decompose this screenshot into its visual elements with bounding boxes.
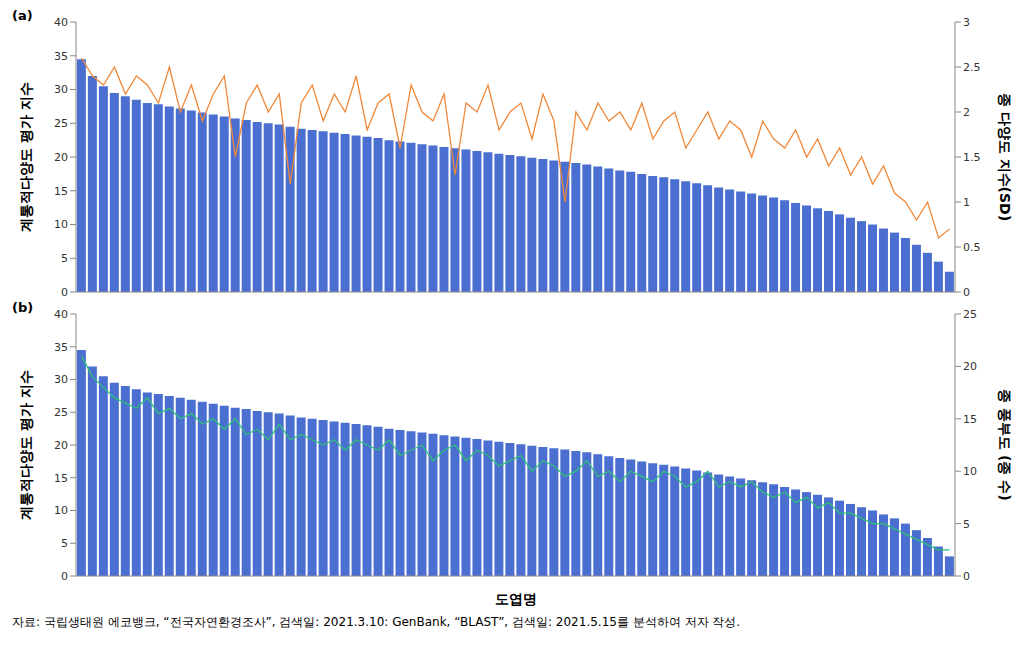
svg-text:1.5: 1.5 bbox=[963, 151, 981, 164]
svg-text:2.5: 2.5 bbox=[963, 61, 981, 74]
svg-text:40: 40 bbox=[54, 308, 68, 321]
svg-text:3: 3 bbox=[963, 16, 970, 29]
svg-text:25: 25 bbox=[54, 406, 68, 419]
svg-text:계통적다양도 평가 지수: 계통적다양도 평가 지수 bbox=[18, 370, 34, 520]
svg-text:2: 2 bbox=[963, 106, 970, 119]
svg-text:5: 5 bbox=[61, 252, 68, 265]
svg-text:종 풍부도 (종 수): 종 풍부도 (종 수) bbox=[997, 389, 1013, 500]
svg-text:0.5: 0.5 bbox=[963, 241, 981, 254]
svg-text:0: 0 bbox=[963, 286, 970, 299]
svg-text:20: 20 bbox=[54, 151, 68, 164]
svg-text:10: 10 bbox=[963, 465, 977, 478]
svg-text:15: 15 bbox=[54, 185, 68, 198]
svg-text:0: 0 bbox=[963, 570, 970, 583]
html-text:(a): (a) bbox=[12, 8, 33, 23]
svg-text:0: 0 bbox=[61, 570, 68, 583]
svg-text:30: 30 bbox=[54, 373, 68, 386]
svg-text:15: 15 bbox=[963, 413, 977, 426]
svg-text:종 다양도 지수(SD): 종 다양도 지수(SD) bbox=[997, 93, 1013, 221]
svg-text:25: 25 bbox=[963, 308, 977, 321]
svg-text:5: 5 bbox=[963, 518, 970, 531]
svg-text:20: 20 bbox=[963, 360, 977, 373]
svg-text:계통적다양도 평가 지수: 계통적다양도 평가 지수 bbox=[18, 82, 34, 232]
svg-text:10: 10 bbox=[54, 218, 68, 231]
svg-text:25: 25 bbox=[54, 117, 68, 130]
svg-text:40: 40 bbox=[54, 16, 68, 29]
svg-text:20: 20 bbox=[54, 439, 68, 452]
svg-text:35: 35 bbox=[54, 341, 68, 354]
svg-text:10: 10 bbox=[54, 504, 68, 517]
svg-text:0: 0 bbox=[61, 286, 68, 299]
svg-text:30: 30 bbox=[54, 83, 68, 96]
html-text:자료: 국립생태원 에코뱅크, “전국자연환경조사”, 검색: 자료: 국립생태원 에코뱅크, “전국자연환경조사”, 검색일: 2021.3.… bbox=[12, 615, 741, 629]
svg-text:5: 5 bbox=[61, 537, 68, 550]
svg-text:1: 1 bbox=[963, 196, 970, 209]
svg-text:도엽명: 도엽명 bbox=[495, 591, 537, 606]
html-text:(b): (b) bbox=[12, 300, 34, 315]
svg-text:15: 15 bbox=[54, 472, 68, 485]
svg-text:35: 35 bbox=[54, 50, 68, 63]
